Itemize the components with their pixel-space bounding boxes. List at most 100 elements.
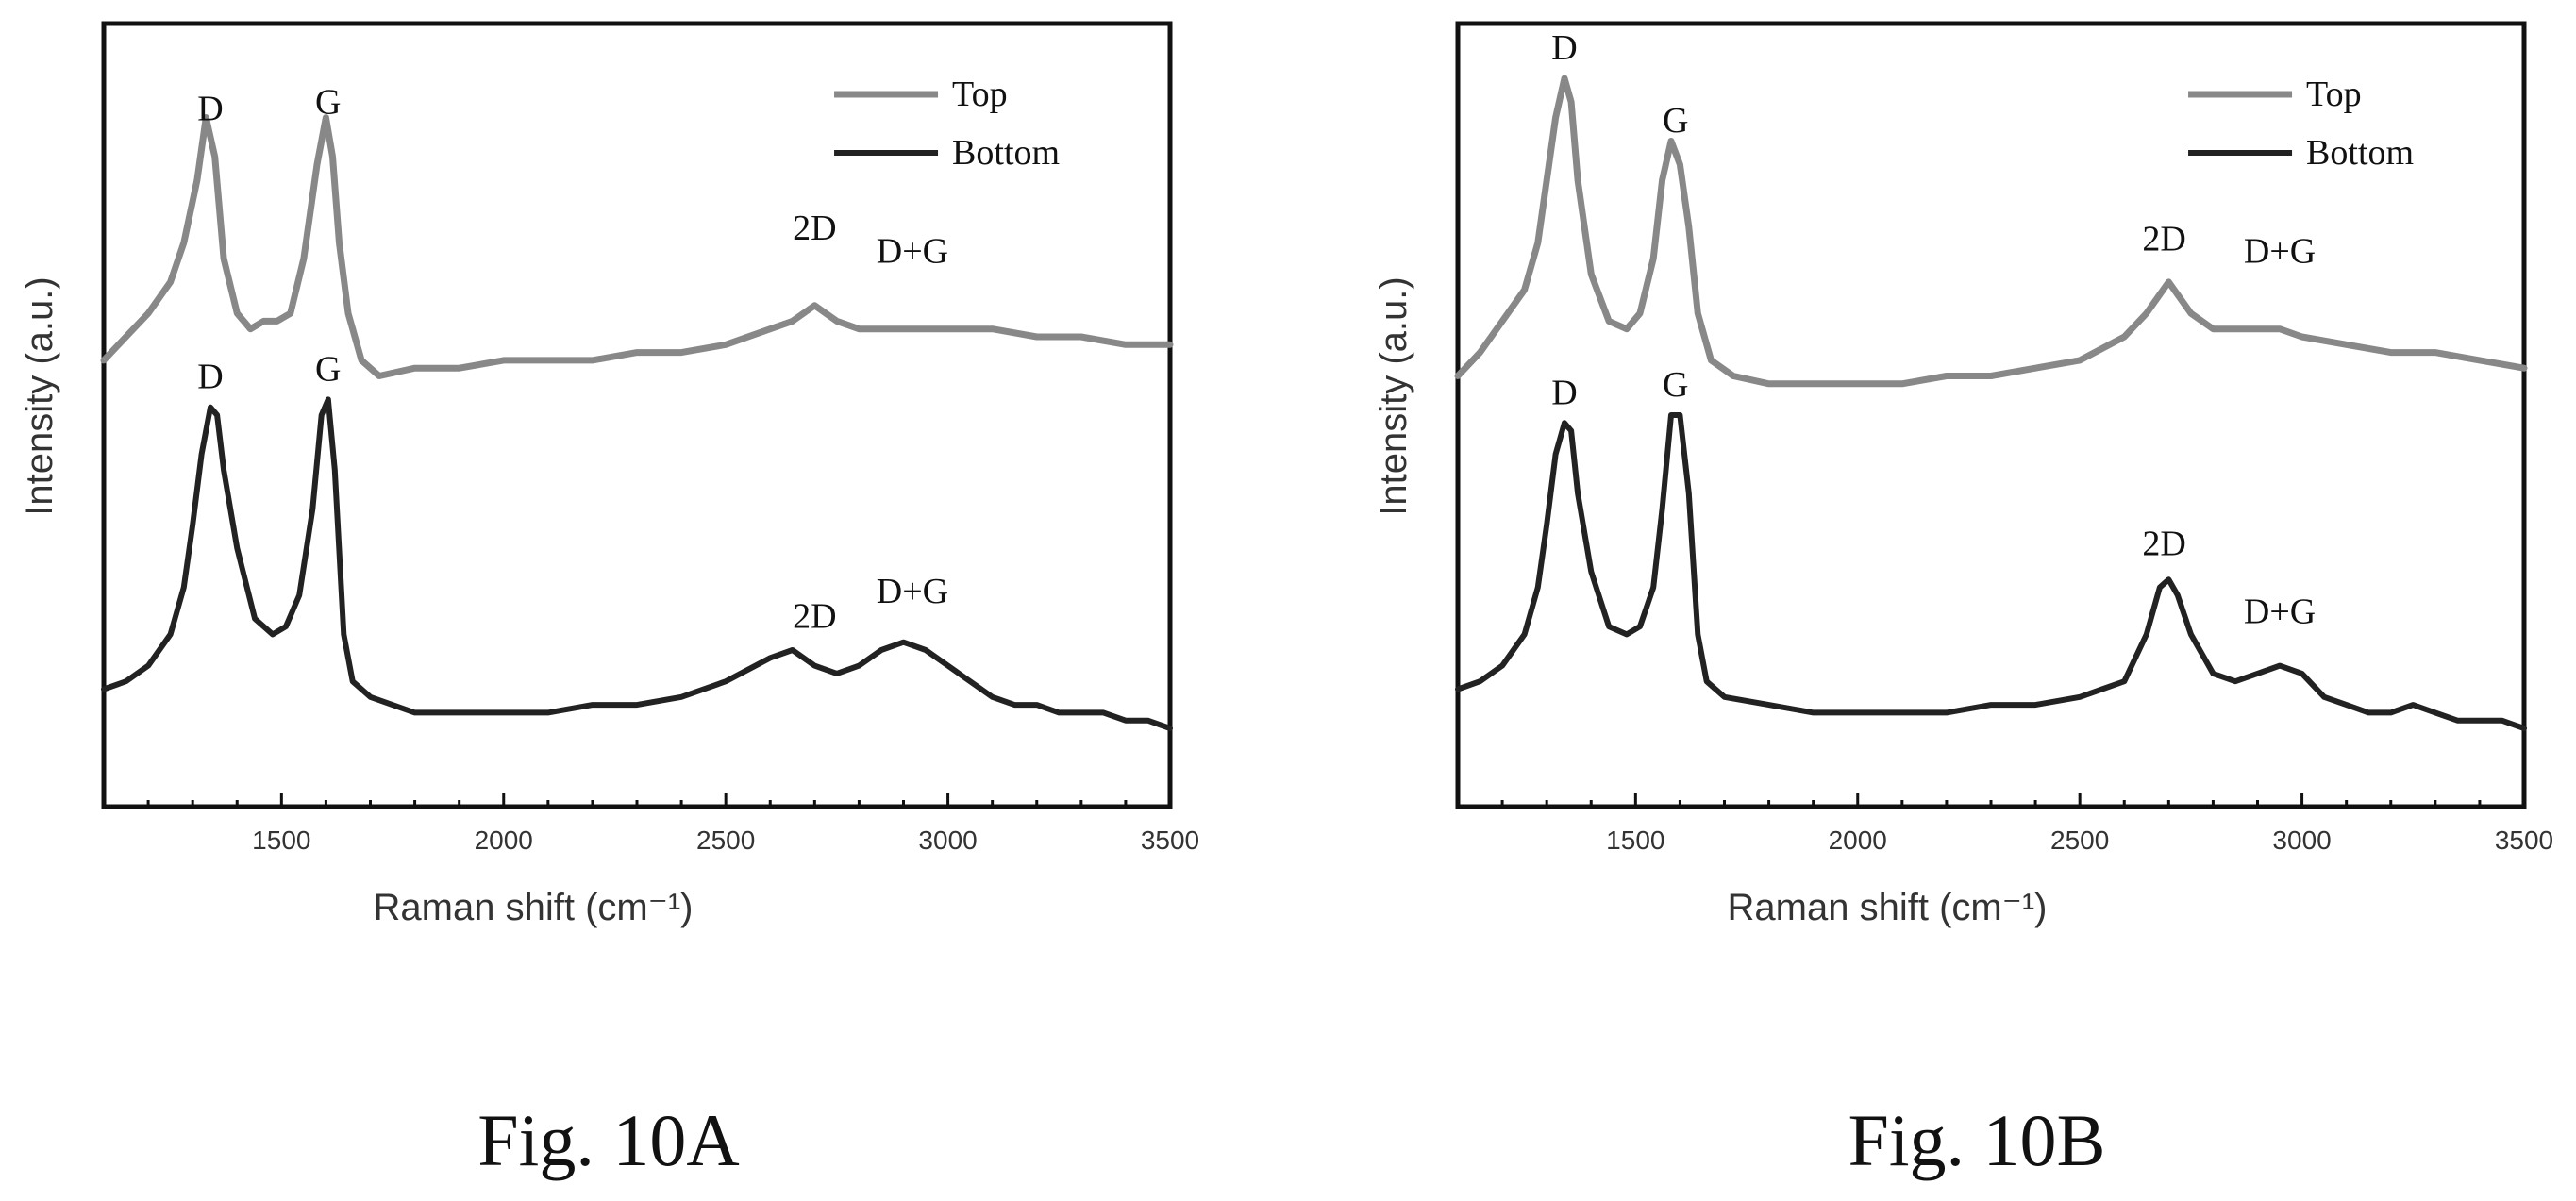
peak-label-bottom: D+G <box>2244 592 2316 632</box>
data-point-bottom <box>1167 726 1173 731</box>
data-point-bottom <box>319 412 325 418</box>
data-point-bottom <box>350 678 356 684</box>
data-point-top <box>545 358 551 363</box>
data-point-top <box>301 256 307 261</box>
peak-label-top: D <box>1551 28 1577 68</box>
data-point-bottom <box>1034 702 1040 708</box>
x-tick-label: 3500 <box>1141 826 1199 855</box>
data-point-bottom <box>767 655 773 660</box>
data-point-top <box>1624 326 1630 332</box>
peak-label-bottom: D <box>1551 373 1577 412</box>
data-point-top <box>1499 318 1505 324</box>
data-point-bottom <box>2166 576 2171 582</box>
data-point-bottom <box>208 405 213 410</box>
data-point-bottom <box>2433 709 2438 715</box>
data-point-bottom <box>634 702 640 708</box>
data-point-bottom <box>1588 569 1594 575</box>
data-point-top <box>1766 381 1772 387</box>
data-point-bottom <box>834 671 840 676</box>
data-point-bottom <box>341 631 346 637</box>
data-point-top <box>1668 139 1674 143</box>
data-point-bottom <box>1499 663 1505 669</box>
data-point-top <box>376 374 382 378</box>
data-point-bottom <box>1704 678 1710 684</box>
x-tick-label: 1500 <box>1606 826 1664 855</box>
data-point-bottom <box>1988 702 1994 708</box>
series-line-top <box>100 114 1174 379</box>
data-point-bottom <box>1677 412 1682 418</box>
data-point-top <box>1478 350 1483 356</box>
data-point-bottom <box>1668 412 1674 418</box>
data-point-top <box>1677 161 1682 167</box>
data-point-top <box>457 365 462 371</box>
data-point-top <box>337 240 343 245</box>
data-point-bottom <box>332 467 338 473</box>
peak-label-top: 2D <box>2142 220 2185 259</box>
data-point-top <box>2388 350 2394 356</box>
y-axis-title: Intensity (a.u.) <box>19 276 60 515</box>
data-point-bottom <box>1455 687 1461 692</box>
data-point-top <box>275 318 280 324</box>
data-point-bottom <box>283 624 289 629</box>
data-point-top <box>1535 240 1541 245</box>
data-point-bottom <box>1660 507 1665 512</box>
data-point-bottom <box>2277 663 2283 669</box>
x-tick-label: 3500 <box>2495 826 2553 855</box>
data-point-top <box>790 318 795 324</box>
data-point-top <box>1899 381 1905 387</box>
data-point-bottom <box>1100 709 1106 715</box>
data-point-top <box>221 256 226 261</box>
data-point-bottom <box>2077 694 2083 700</box>
peak-label-top: D+G <box>2244 232 2316 272</box>
data-point-bottom <box>168 631 174 637</box>
data-point-bottom <box>2499 718 2504 724</box>
data-point-top <box>1695 310 1700 316</box>
data-point-top <box>2255 326 2260 332</box>
data-point-top <box>678 350 684 356</box>
data-point-bottom <box>2477 718 2483 724</box>
data-point-top <box>323 115 328 121</box>
data-point-top <box>247 326 253 332</box>
y-axis-title: Intensity (a.u.) <box>1373 276 1414 515</box>
peak-label-top: D <box>197 89 223 128</box>
data-point-top <box>2210 326 2216 332</box>
data-point-bottom <box>945 663 951 669</box>
data-point-bottom <box>1944 709 1949 715</box>
data-point-top <box>2521 365 2527 371</box>
data-point-top <box>1544 177 1549 183</box>
data-point-bottom <box>199 452 205 457</box>
data-point-top <box>2300 334 2305 340</box>
series-line-top <box>1454 75 2528 388</box>
data-point-bottom <box>2255 671 2260 676</box>
data-point-top <box>1731 374 1736 378</box>
data-point-bottom <box>1478 678 1483 684</box>
data-point-top <box>2121 334 2127 340</box>
data-point-bottom <box>2210 671 2216 676</box>
data-point-top <box>1588 272 1594 277</box>
x-tick-label: 2000 <box>475 826 533 855</box>
data-point-bottom <box>1686 491 1692 496</box>
legend-label-top: Top <box>2306 75 2362 114</box>
data-point-bottom <box>2121 678 2127 684</box>
data-point-top <box>2277 326 2283 332</box>
x-axis-title: Raman shift (cm⁻¹) <box>1728 887 2048 928</box>
data-point-top <box>1811 381 1816 387</box>
data-point-bottom <box>234 545 240 551</box>
data-point-bottom <box>221 467 226 473</box>
data-point-top <box>945 326 951 332</box>
data-point-top <box>2433 350 2438 356</box>
x-axis-title: Raman shift (cm⁻¹) <box>374 887 694 928</box>
data-point-bottom <box>2454 718 2460 724</box>
data-point-bottom <box>1624 631 1630 637</box>
figure-caption: Fig. 10B <box>1848 1099 2105 1181</box>
data-point-bottom <box>923 647 928 653</box>
data-point-bottom <box>590 702 595 708</box>
data-point-bottom <box>790 647 795 653</box>
data-point-bottom <box>1522 631 1528 637</box>
x-tick-label: 3000 <box>918 826 977 855</box>
data-point-top <box>145 310 151 316</box>
data-point-top <box>359 358 364 363</box>
data-point-top <box>203 115 209 121</box>
data-point-top <box>1562 75 1567 81</box>
